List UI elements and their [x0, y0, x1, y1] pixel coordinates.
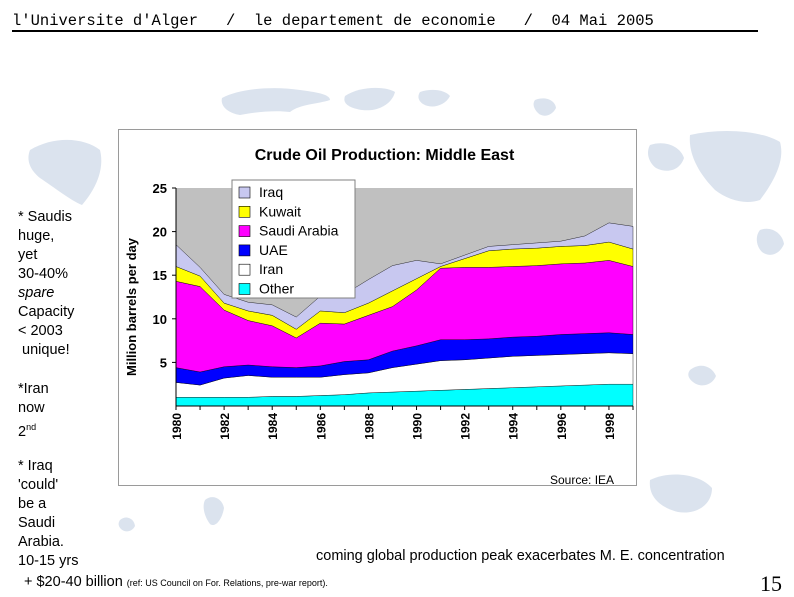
chart-title: Crude Oil Production: Middle East	[255, 147, 515, 164]
legend-swatch-iraq	[238, 186, 251, 199]
legend-swatch-saudi-arabia	[238, 225, 251, 237]
note-saudis-line: yet	[18, 247, 38, 263]
map-landmass-west	[28, 139, 102, 205]
legend-label-iraq: Iraq	[259, 184, 283, 200]
bottom-note: + $20-40 billion (ref: US Council on For…	[24, 574, 328, 590]
y-tick-label: 20	[153, 225, 167, 240]
note-iraq-line: 10-15 yrs	[18, 553, 79, 569]
legend-label-saudi-arabia: Saudi Arabia	[259, 223, 339, 239]
y-tick-label: 25	[153, 181, 167, 196]
note-saudis-line: unique!	[18, 342, 70, 358]
note-iran-rank: 2	[18, 423, 27, 440]
note-saudis-line: < 2003	[18, 323, 63, 339]
x-tick-label: 1998	[603, 413, 617, 440]
x-tick-label: 1992	[459, 413, 473, 440]
x-tick-label: 1988	[362, 413, 376, 440]
note-iran-rank-suffix: nd	[26, 422, 37, 432]
note-saudis-spare: spare	[18, 285, 55, 301]
bottom-note-reference: (ref: US Council on For. Relations, pre-…	[126, 578, 328, 588]
note-iraq-line: Saudi	[18, 515, 56, 531]
map-landmass-greenland	[344, 87, 395, 111]
chart-source: Source: IEA	[550, 473, 615, 487]
x-tick-label: 1996	[555, 413, 569, 440]
note-iraq: * Iraq 'could' be a Saudi Arabia. 10-15 …	[18, 457, 78, 571]
map-landmass-arabia	[533, 98, 556, 116]
header-university: l'Universite d'Alger	[12, 12, 199, 30]
note-iran-line: now	[18, 400, 45, 416]
y-axis-label: Million barrels per day	[124, 237, 139, 376]
note-iran-line: 2nd	[18, 418, 49, 442]
header-separator-1: /	[225, 12, 236, 30]
map-landmass-north-america	[221, 88, 330, 115]
map-landmass-europe	[418, 89, 450, 107]
legend-swatch-other	[238, 283, 251, 295]
crude-oil-chart: Crude Oil Production: Middle East 5 10 15 20…	[124, 147, 634, 440]
header-separator-2: /	[523, 12, 533, 30]
slide-header: l'Universite d'Alger / le departement de…	[12, 12, 654, 30]
legend-label-iran: Iran	[259, 261, 283, 277]
legend-box	[231, 179, 356, 299]
note-saudis-line: * Saudis	[18, 209, 73, 225]
note-saudis-line: 30-40%	[18, 266, 68, 282]
x-tick-label: 1990	[411, 413, 425, 440]
note-iraq-line: 'could'	[18, 477, 59, 493]
y-tick-label: 5	[160, 355, 167, 370]
map-landmass-south	[756, 228, 784, 255]
note-saudis: * Saudis huge, yet 30-40% spare Capacity…	[18, 208, 74, 360]
map-landmass-asia	[689, 130, 782, 202]
legend-swatch-uae	[238, 244, 251, 257]
header-date: 04 Mai 2005	[551, 12, 654, 30]
note-iraq-line: * Iraq	[18, 458, 53, 474]
note-iran: *Iran now 2nd	[18, 380, 49, 442]
x-tick-label: 1980	[170, 413, 184, 440]
y-tick-label: 15	[153, 268, 167, 283]
map-landmass-small	[118, 517, 135, 532]
page-number: 15	[760, 571, 782, 596]
header-department: le departement de economie	[253, 12, 496, 30]
legend-label-uae: UAE	[259, 242, 288, 258]
map-landmass-south-america	[203, 497, 224, 526]
bottom-note-main: + $20-40 billion	[24, 574, 123, 590]
note-saudis-line: spare	[18, 284, 74, 303]
chart-frame: Crude Oil Production: Middle East 5 10 15 20…	[118, 129, 637, 486]
x-tick-label: 1986	[314, 413, 328, 440]
header-rule	[12, 30, 758, 32]
slide-caption: coming global production peak exacerbate…	[316, 548, 725, 564]
note-saudis-line: huge,	[18, 228, 55, 244]
x-tick-label: 1982	[218, 413, 232, 440]
note-saudis-line: Capacity	[18, 304, 75, 320]
legend-label-other: Other	[259, 281, 294, 297]
map-landmass-australia	[649, 474, 712, 513]
y-tick-label: 10	[153, 312, 167, 327]
legend-swatch-iran	[238, 263, 251, 276]
x-tick-label: 1984	[266, 413, 280, 440]
x-tick-label: 1994	[507, 413, 521, 440]
map-landmass-islands	[688, 365, 716, 386]
legend-swatch-kuwait	[238, 206, 251, 218]
note-iraq-line: be a	[18, 496, 47, 512]
map-landmass-east	[648, 143, 684, 171]
note-iran-line: *Iran	[18, 381, 49, 397]
legend-label-kuwait: Kuwait	[259, 203, 301, 219]
note-iraq-line: Arabia.	[18, 534, 64, 550]
